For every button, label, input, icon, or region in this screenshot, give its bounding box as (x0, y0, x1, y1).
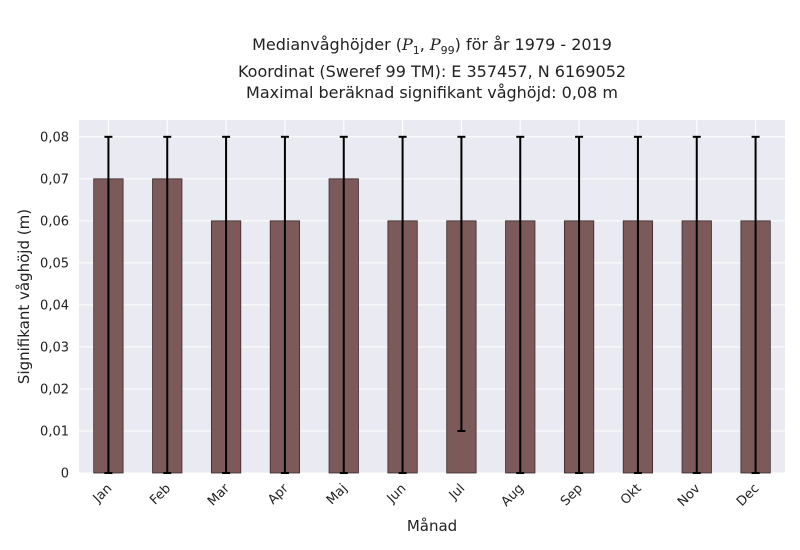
x-axis-label: Månad (407, 517, 457, 535)
errorbar-jun (398, 135, 407, 474)
x-axis-ticks: Jan Feb Mar Apr Maj Jun Jul Aug Sep Okt Nov Dec (90, 481, 763, 510)
error-bars (104, 135, 760, 474)
x-tick-label: Apr (265, 481, 292, 508)
errorbar-apr (280, 135, 289, 474)
errorbar-aug (516, 135, 525, 474)
errorbar-sep (575, 135, 584, 474)
x-tick-label: Mar (205, 481, 233, 509)
title-line-2: Koordinat (Sweref 99 TM): E 357457, N 61… (237, 62, 627, 82)
y-tick-label: 0,08 (40, 130, 69, 145)
y-tick-label: 0,06 (40, 214, 69, 229)
y-tick-label: 0,07 (40, 172, 69, 187)
x-tick-label: Maj (324, 481, 351, 508)
y-tick-label: 0,03 (40, 340, 69, 355)
y-tick-label: 0,01 (40, 424, 69, 439)
errorbar-feb (163, 135, 172, 474)
y-tick-label: 0,04 (40, 298, 69, 313)
title-line-1: Medianvåghöjder (P1, P99) för år 1979 - … (252, 35, 612, 58)
errorbar-mar (222, 135, 231, 474)
x-tick-label: Dec (734, 481, 762, 509)
x-tick-label: Feb (147, 481, 174, 508)
x-tick-label: Nov (675, 481, 704, 510)
x-tick-label: Aug (499, 481, 528, 510)
errorbar-okt (633, 135, 642, 474)
errorbar-jul (457, 135, 466, 432)
plot-area (79, 120, 785, 473)
y-tick-label: 0,05 (40, 256, 69, 271)
y-tick-label: 0 (61, 467, 69, 482)
x-tick-label: Sep (558, 481, 586, 509)
x-tick-label: Okt (618, 481, 645, 508)
errorbar-maj (339, 135, 348, 474)
errorbar-nov (692, 135, 701, 474)
errorbar-dec (751, 135, 760, 474)
title-line-3: Maximal beräknad signifikant våghöjd: 0,… (246, 83, 618, 103)
x-tick-label: Jul (446, 481, 468, 503)
chart-title: Medianvåghöjder (P1, P99) för år 1979 - … (79, 34, 785, 103)
y-axis-ticks: 0 0,01 0,02 0,03 0,04 0,05 0,06 0,07 0,08 (40, 130, 69, 481)
errorbar-jan (104, 135, 113, 474)
y-tick-label: 0,02 (40, 382, 69, 397)
x-tick-label: Jun (384, 481, 410, 507)
x-tick-label: Jan (90, 481, 115, 506)
y-axis-label: Signifikant våghöjd (m) (15, 209, 33, 384)
